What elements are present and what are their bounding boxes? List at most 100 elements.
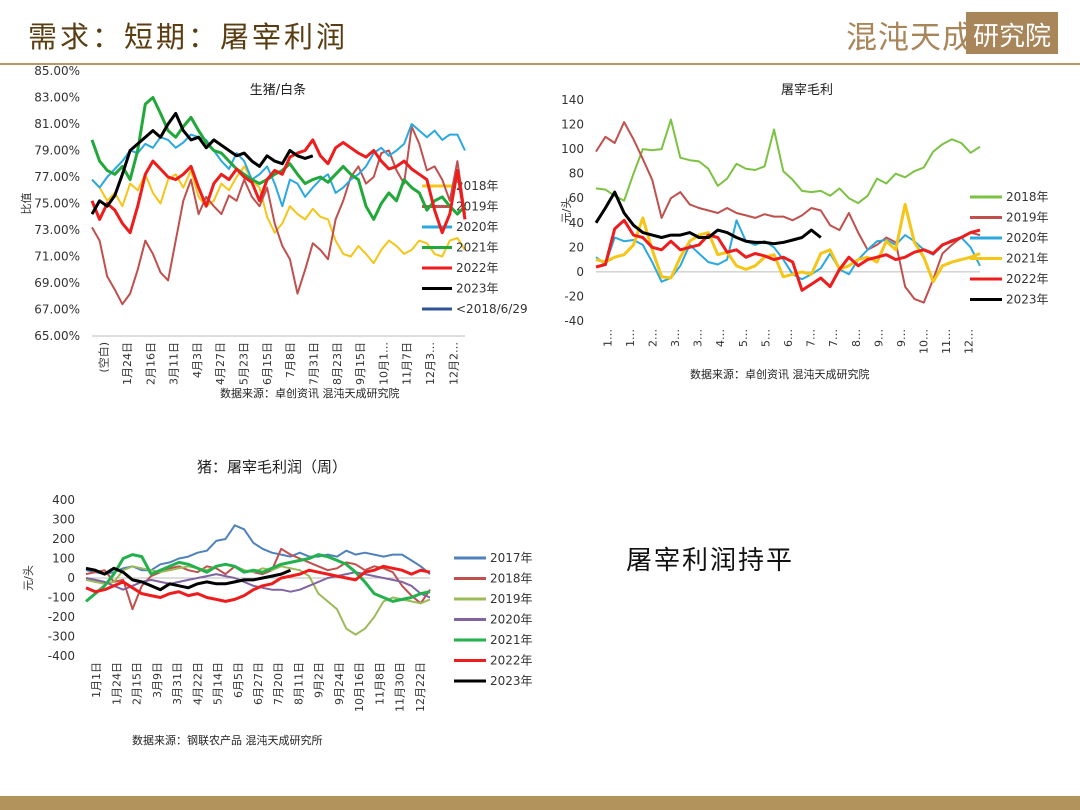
chart-title: 猪：屠宰毛利润（周） (197, 458, 347, 476)
x-tick-label: 3月31日 (171, 662, 184, 705)
y-tick-label: -400 (48, 649, 75, 663)
x-tick-label: 2月16日 (144, 342, 157, 385)
logo-box: 研究院 (966, 12, 1058, 54)
x-tick-label: 2月15日 (131, 662, 144, 705)
legend-label-4: 2022年 (1006, 272, 1049, 286)
logo-text: 混沌天成 (846, 20, 974, 56)
x-tick-label: 6月27日 (252, 662, 265, 705)
series-line-5 (85, 564, 431, 603)
series-line-5 (594, 190, 822, 246)
header-rule (0, 63, 1080, 65)
legend-label-3: 2021年 (1006, 252, 1049, 266)
y-tick-label: 80 (569, 167, 584, 181)
legend-label-2: 2019年 (490, 592, 533, 606)
y-tick-label: 79.00% (34, 144, 80, 158)
series-line-4 (85, 553, 431, 603)
series-line-2 (85, 563, 431, 636)
legend-label-5: 2023年 (1006, 293, 1049, 307)
legend-label-2: 2020年 (456, 220, 499, 234)
legend-label-5: 2022年 (490, 654, 533, 668)
x-tick-label: 4月27日 (214, 342, 227, 385)
header: 需求：短期：屠宰利润 混沌天成 研究院 (0, 0, 1080, 65)
series-line-4 (90, 138, 467, 235)
x-tick-label: 3… (669, 329, 682, 347)
page-title: 需求：短期：屠宰利润 (28, 20, 349, 54)
y-tick-label: -40 (564, 314, 584, 328)
chart-title: 屠宰毛利 (781, 82, 833, 98)
x-tick-label: 8月11日 (292, 662, 305, 705)
x-tick-label: 7… (827, 329, 840, 347)
y-tick-label: -20 (564, 289, 584, 303)
x-tick-label: 1… (624, 329, 637, 347)
y-tick-label: 67.00% (34, 303, 80, 317)
x-tick-label: 3… (692, 329, 705, 347)
chart-title: 生猪/白条 (250, 82, 306, 98)
y-axis-label: 比值 (20, 193, 33, 215)
legend-label-5: 2023年 (456, 282, 499, 296)
x-tick-label: 12… (963, 329, 976, 354)
x-tick-label: 12月3… (424, 342, 437, 385)
x-tick-label: 6… (782, 329, 795, 347)
x-tick-label: 9月2日 (313, 662, 326, 698)
x-tick-label: 11月8日 (373, 662, 386, 705)
series-line-0 (595, 118, 981, 205)
y-tick-label: 400 (52, 493, 75, 507)
y-tick-label: 40 (569, 216, 584, 230)
x-tick-label: 12月22日 (414, 662, 427, 712)
legend-label-4: 2022年 (456, 261, 499, 275)
y-tick-label: 140 (561, 93, 584, 107)
x-tick-label: 11月30日 (394, 662, 407, 712)
legend-label-6: <2018/6/29 (456, 302, 528, 316)
x-tick-label: 4… (714, 329, 727, 347)
x-tick-label: 3月11日 (168, 342, 181, 385)
series-line-3 (90, 96, 467, 221)
data-source: 数据来源：卓创资讯 混沌天成研究院 (220, 386, 400, 400)
x-tick-label: 10… (918, 329, 931, 354)
y-tick-label: 60 (569, 191, 584, 205)
series-line-1 (91, 125, 466, 306)
legend-label-1: 2018年 (490, 572, 533, 586)
y-tick-label: 0 (67, 571, 75, 585)
y-tick-label: -100 (48, 591, 75, 605)
legend-label-0: 2017年 (490, 551, 533, 565)
footer-bar (0, 796, 1080, 810)
x-tick-label: 12月2… (447, 342, 460, 385)
x-tick-label: (空白) (97, 342, 111, 373)
y-tick-label: 73.00% (34, 223, 80, 237)
x-tick-label: 4月22日 (191, 662, 204, 705)
x-tick-label: 7月8日 (284, 342, 297, 378)
conclusion-text: 屠宰利润持平 (626, 546, 795, 576)
series-line-4 (595, 218, 981, 292)
y-tick-label: 0 (576, 265, 584, 279)
x-tick-label: 3月9日 (151, 662, 164, 698)
y-tick-label: 300 (52, 513, 75, 527)
series-line-0 (91, 165, 466, 265)
x-tick-label: 4月3日 (191, 342, 204, 378)
series-line-0 (85, 524, 431, 576)
legend-label-3: 2021年 (456, 241, 499, 255)
x-tick-label: 7月31日 (307, 342, 320, 385)
y-tick-label: 100 (52, 552, 75, 566)
x-tick-label: 7… (805, 329, 818, 347)
x-tick-label: 8… (850, 329, 863, 347)
data-source: 数据来源：钢联农产品 混沌天成研究所 (132, 733, 323, 747)
series-line-5 (90, 111, 314, 215)
series-line-2 (91, 123, 466, 208)
x-tick-label: 5… (759, 329, 772, 347)
x-tick-label: 5… (737, 329, 750, 347)
x-tick-label: 5月14日 (212, 662, 225, 705)
x-tick-label: 8月23日 (331, 342, 344, 385)
x-tick-label: 2… (646, 329, 659, 347)
y-tick-label: 81.00% (34, 117, 80, 131)
y-tick-label: 69.00% (34, 276, 80, 290)
chart-weekly-slaughter-margin: 猪：屠宰毛利润（周） 元/头 -400 -300 -200 -100 0 100 200 300 4… (22, 458, 533, 747)
y-axis-label: 元/头 (22, 565, 35, 591)
x-tick-label: 1月24日 (110, 662, 123, 705)
x-tick-label: 9… (872, 329, 885, 347)
legend-label-6: 2023年 (490, 674, 533, 688)
x-tick-label: 1… (601, 329, 614, 347)
x-tick-label: 9… (895, 329, 908, 347)
y-tick-label: 71.00% (34, 250, 80, 264)
series-line-1 (85, 547, 431, 611)
